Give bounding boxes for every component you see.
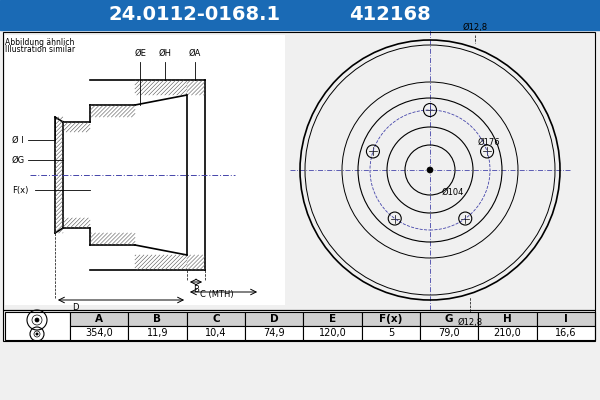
Text: A: A [95, 314, 103, 324]
Text: Ø12,8: Ø12,8 [457, 318, 482, 327]
Text: 74,9: 74,9 [263, 328, 285, 338]
Bar [187, 326, 245, 340]
Bar [187, 312, 245, 326]
Text: 412168: 412168 [349, 6, 431, 24]
Bar [304, 326, 362, 340]
Text: 24.0112-0168.1: 24.0112-0168.1 [109, 6, 281, 24]
Text: 79,0: 79,0 [439, 328, 460, 338]
Text: F(x): F(x) [379, 314, 403, 324]
Bar [536, 326, 595, 340]
Text: F(x): F(x) [12, 186, 28, 194]
Bar [128, 312, 187, 326]
Text: Ø I: Ø I [12, 136, 24, 144]
Text: 11,9: 11,9 [147, 328, 168, 338]
Text: Abbildung ähnlich: Abbildung ähnlich [5, 38, 74, 47]
Text: ØH: ØH [158, 49, 172, 58]
Text: ØG: ØG [12, 156, 25, 164]
Text: B: B [154, 314, 161, 324]
Text: ØA: ØA [189, 49, 201, 58]
Bar [0, 0, 600, 30]
Text: E: E [329, 314, 336, 324]
Text: Ø176: Ø176 [478, 138, 500, 146]
Bar [128, 326, 187, 340]
Text: G: G [445, 314, 454, 324]
Text: D: D [72, 303, 78, 312]
Text: D: D [270, 314, 278, 324]
Bar [70, 312, 128, 326]
Bar [5, 312, 70, 340]
Bar [478, 326, 536, 340]
Circle shape [35, 318, 39, 322]
Bar [536, 312, 595, 326]
Text: Ø104: Ø104 [442, 188, 464, 196]
Bar [5, 35, 285, 305]
Bar [362, 326, 420, 340]
Bar [3, 310, 595, 341]
Bar [304, 312, 362, 326]
Bar [420, 312, 478, 326]
Bar [420, 326, 478, 340]
Text: C (MTH): C (MTH) [200, 290, 233, 300]
Text: 120,0: 120,0 [319, 328, 346, 338]
Circle shape [35, 332, 38, 336]
Text: Ø12,8: Ø12,8 [463, 23, 488, 32]
Text: 10,4: 10,4 [205, 328, 227, 338]
Text: ØE: ØE [134, 49, 146, 58]
Text: C: C [212, 314, 220, 324]
Text: 5: 5 [388, 328, 394, 338]
Text: H: H [503, 314, 512, 324]
Text: 16,6: 16,6 [555, 328, 577, 338]
Text: I: I [564, 314, 568, 324]
Text: B: B [193, 285, 199, 294]
Bar [70, 326, 128, 340]
Bar [245, 326, 304, 340]
Text: 354,0: 354,0 [85, 328, 113, 338]
Text: Illustration similar: Illustration similar [5, 45, 75, 54]
Bar [245, 312, 304, 326]
Circle shape [427, 167, 433, 173]
Text: 210,0: 210,0 [494, 328, 521, 338]
Bar [3, 32, 595, 310]
Bar [478, 312, 536, 326]
Bar [362, 312, 420, 326]
